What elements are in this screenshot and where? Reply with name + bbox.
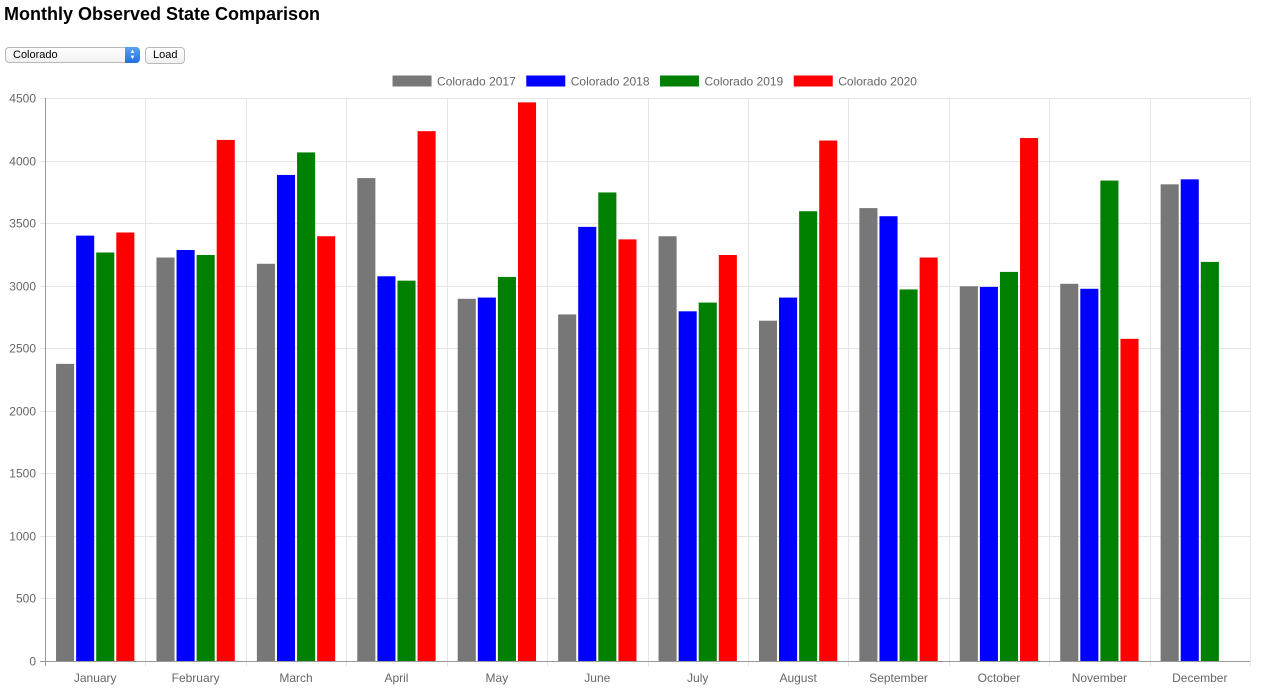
state-select[interactable]: Colorado ▲ ▼: [5, 47, 140, 63]
state-select-value: Colorado: [13, 49, 58, 61]
bar-colorado-2017-november: [1060, 283, 1079, 661]
x-tick-label: October: [978, 671, 1021, 685]
x-tick-label: January: [74, 671, 117, 685]
bar-colorado-2019-september: [899, 289, 918, 661]
y-tick-label: 500: [16, 592, 36, 606]
bar-colorado-2018-august: [779, 297, 798, 661]
bar-colorado-2017-august: [758, 320, 778, 661]
controls-bar: Colorado ▲ ▼ Load: [5, 46, 186, 64]
bar-colorado-2019-february: [196, 255, 215, 661]
bar-colorado-2018-july: [678, 311, 697, 661]
bar-colorado-2020-march: [317, 236, 336, 661]
x-tick-label: August: [779, 671, 817, 685]
legend-label-colorado-2019: Colorado 2019: [705, 75, 784, 89]
bar-colorado-2020-june: [618, 239, 637, 661]
bar-colorado-2017-february: [156, 257, 175, 661]
chart-axes: 0 500 1000 1500 2000 2500 3000 3500 4000 4500 Janu…: [9, 92, 1250, 685]
y-tick-label: 2500: [9, 342, 36, 356]
bar-colorado-2019-october: [999, 271, 1019, 661]
y-tick-label: 3000: [9, 280, 36, 294]
bar-colorado-2019-december: [1200, 261, 1219, 661]
bar-colorado-2019-march: [297, 152, 316, 661]
bar-colorado-2019-august: [799, 211, 818, 661]
bar-colorado-2018-september: [879, 216, 898, 662]
x-tick-label: June: [584, 671, 610, 685]
load-button[interactable]: Load: [145, 46, 186, 64]
bar-colorado-2017-september: [859, 208, 878, 661]
bar-colorado-2018-october: [979, 286, 998, 661]
bar-colorado-2019-november: [1100, 180, 1119, 661]
bar-colorado-2017-july: [658, 236, 677, 661]
x-tick-label: February: [172, 671, 220, 685]
x-tick-label: March: [279, 671, 312, 685]
bar-colorado-2020-september: [919, 257, 938, 661]
bar-colorado-2018-april: [377, 276, 396, 661]
page-title: Monthly Observed State Comparison: [4, 4, 321, 24]
bar-colorado-2019-june: [598, 192, 617, 661]
bar-colorado-2017-march: [256, 263, 275, 661]
x-tick-label: November: [1072, 671, 1127, 685]
bar-colorado-2020-august: [819, 140, 838, 661]
bar-colorado-2020-october: [1020, 138, 1039, 662]
bar-colorado-2019-april: [397, 280, 416, 661]
bar-colorado-2020-july: [718, 255, 737, 661]
bar-colorado-2018-january: [76, 235, 95, 661]
bar-colorado-2018-november: [1080, 288, 1099, 661]
bar-colorado-2018-may: [477, 297, 496, 661]
legend-label-colorado-2018: Colorado 2018: [571, 75, 650, 89]
y-tick-label: 1500: [9, 467, 36, 481]
bar-colorado-2017-april: [357, 178, 376, 661]
bar-colorado-2017-may: [457, 298, 476, 661]
bar-colorado-2020-april: [417, 131, 436, 662]
legend-swatch-colorado-2020: [792, 74, 834, 88]
select-updown-icon[interactable]: ▲ ▼: [125, 47, 140, 63]
y-tick-label: 4000: [9, 155, 36, 169]
x-tick-label: September: [869, 671, 928, 685]
y-tick-label: 3500: [9, 217, 36, 231]
bar-colorado-2017-december: [1160, 184, 1179, 661]
y-tick-label: 2000: [9, 405, 36, 419]
chart-legend: Colorado 2017 Colorado 2018 Colorado 2019 C…: [391, 74, 917, 89]
x-tick-label: May: [486, 671, 509, 685]
bar-colorado-2018-december: [1180, 179, 1199, 662]
legend-swatch-colorado-2018: [525, 74, 567, 88]
bar-colorado-2020-may: [517, 102, 537, 661]
chart-bars: [56, 102, 1219, 662]
bar-colorado-2020-february: [216, 139, 235, 661]
legend-label-colorado-2017: Colorado 2017: [437, 75, 516, 89]
bar-colorado-2019-july: [698, 302, 717, 661]
bar-colorado-2018-march: [276, 174, 296, 661]
bar-colorado-2017-october: [959, 286, 978, 661]
bar-colorado-2018-june: [578, 226, 597, 661]
legend-swatch-colorado-2017: [391, 74, 433, 88]
y-tick-label: 0: [29, 655, 36, 669]
y-tick-label: 4500: [9, 92, 36, 106]
bar-colorado-2020-november: [1120, 338, 1139, 661]
y-tick-label: 1000: [9, 530, 36, 544]
bar-colorado-2020-january: [116, 232, 135, 661]
x-tick-label: December: [1172, 671, 1227, 685]
legend-swatch-colorado-2019: [659, 74, 700, 88]
bar-colorado-2017-january: [56, 363, 75, 661]
legend-label-colorado-2020: Colorado 2020: [838, 75, 917, 89]
bar-colorado-2017-june: [558, 314, 577, 661]
x-tick-label: July: [687, 671, 708, 685]
x-tick-label: April: [384, 671, 408, 685]
bar-colorado-2019-may: [497, 276, 516, 661]
bar-colorado-2019-january: [96, 252, 115, 662]
bar-colorado-2018-february: [176, 250, 195, 661]
